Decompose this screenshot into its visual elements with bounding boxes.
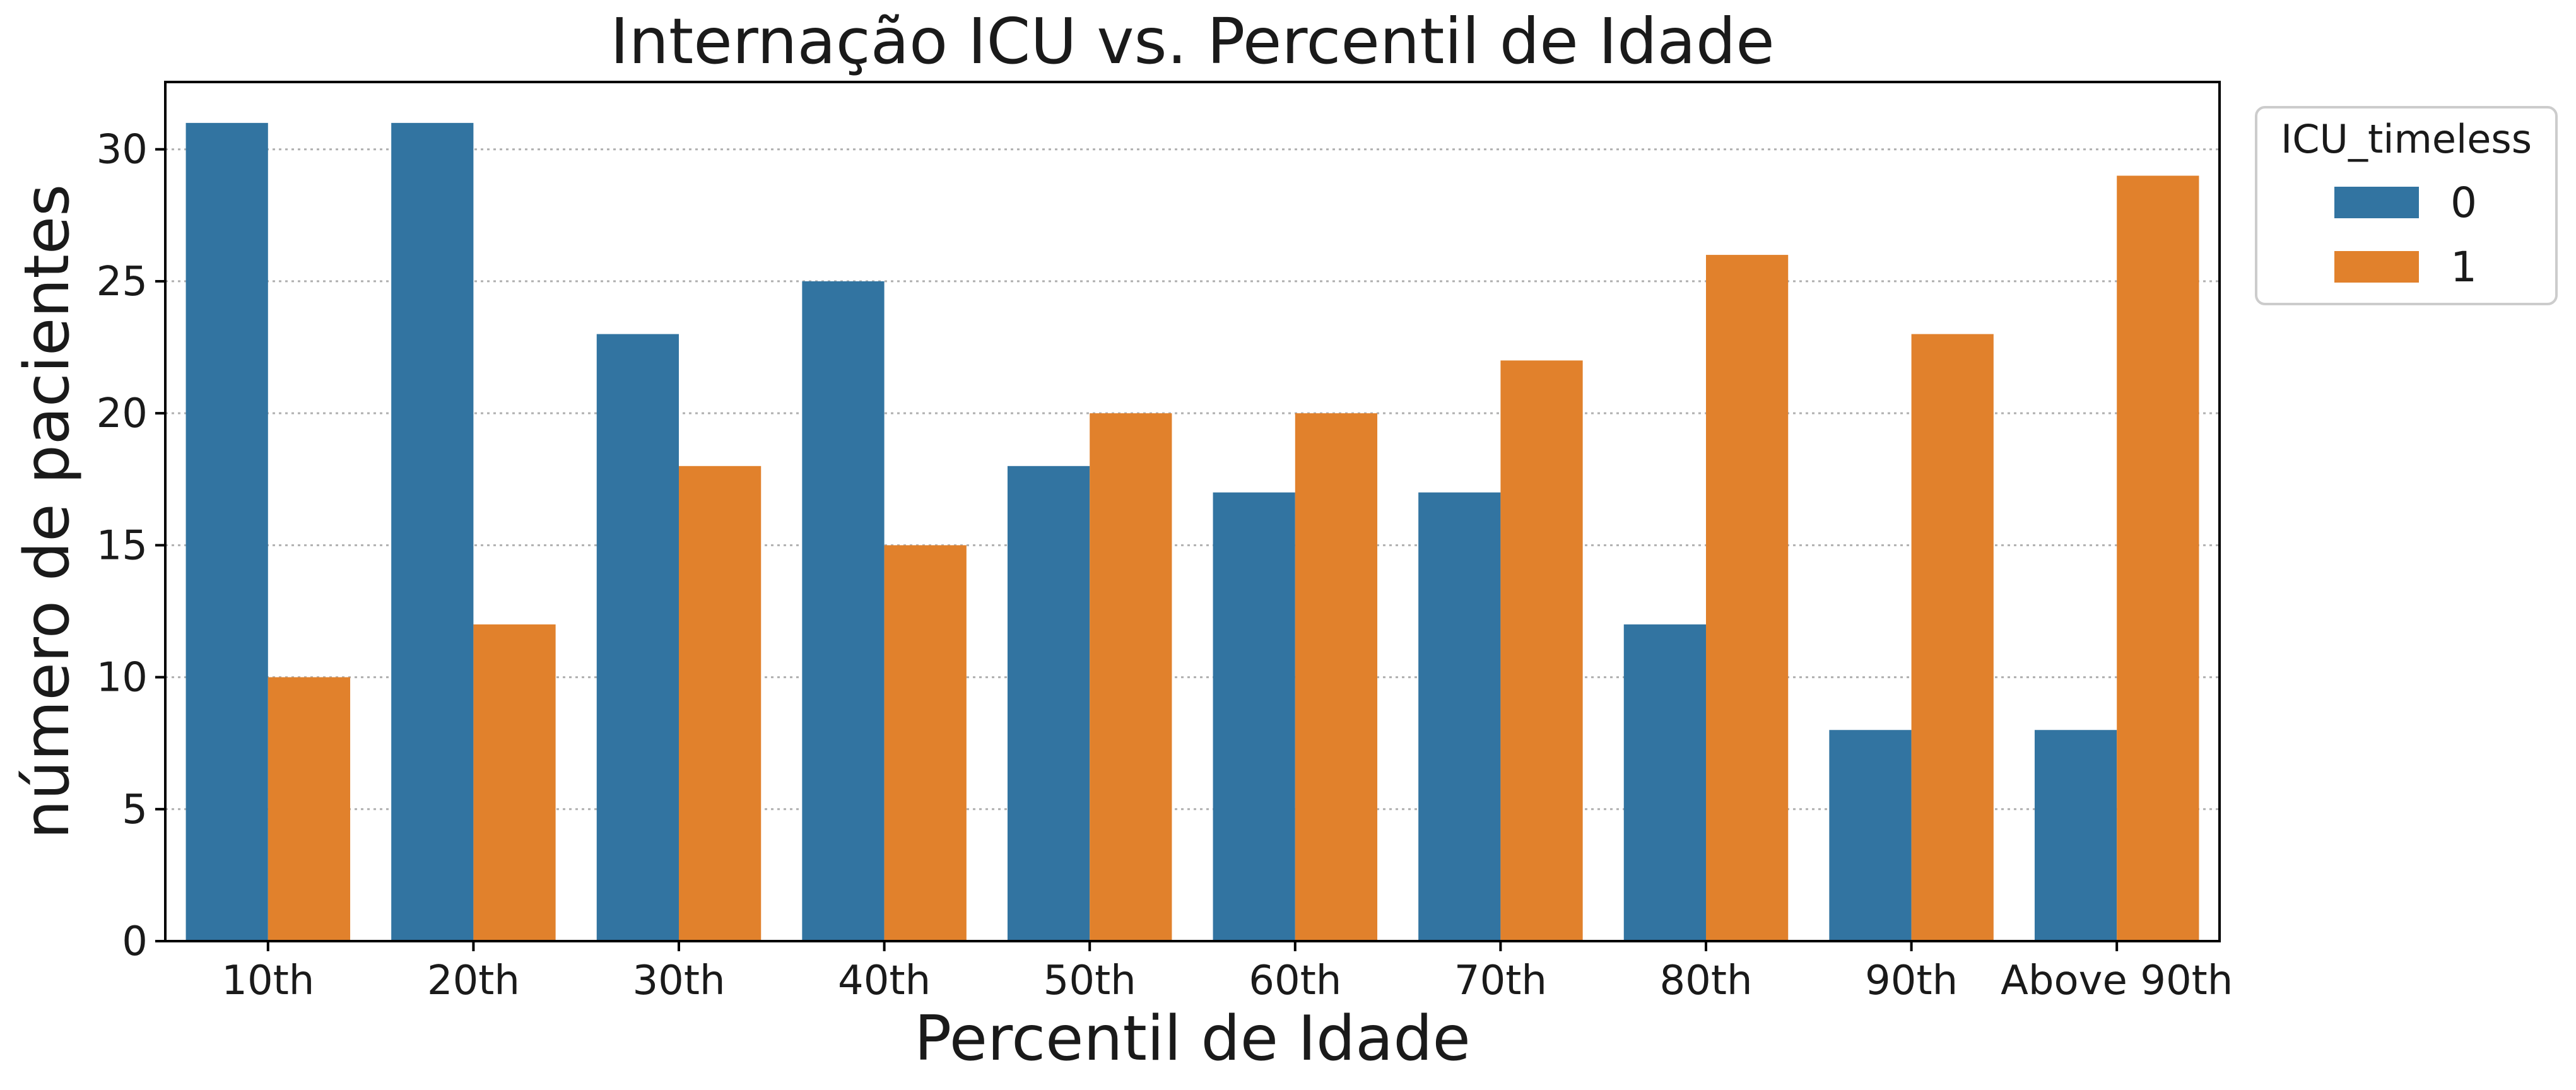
x-tick-label: 20th bbox=[427, 958, 520, 1004]
bars bbox=[185, 122, 2199, 942]
legend-swatch bbox=[2334, 251, 2419, 283]
bar bbox=[1500, 360, 1583, 941]
y-tick-label: 15 bbox=[97, 522, 148, 569]
y-tick-label: 5 bbox=[122, 787, 148, 833]
y-axis-label: número de pacientes bbox=[11, 184, 83, 839]
x-tick-label: 10th bbox=[221, 958, 314, 1004]
x-axis-label: Percentil de Idade bbox=[914, 1003, 1471, 1075]
x-tick-label: 90th bbox=[1865, 958, 1958, 1004]
bar bbox=[1090, 413, 1172, 941]
bar bbox=[1829, 730, 1912, 941]
bar bbox=[1295, 413, 1378, 941]
bar bbox=[2117, 175, 2199, 941]
bar bbox=[1418, 492, 1501, 941]
y-axis-ticks: 0 5 10 15 20 25 30 bbox=[97, 127, 165, 965]
bar bbox=[596, 334, 679, 941]
bar bbox=[1706, 255, 1789, 941]
bar bbox=[802, 281, 885, 942]
bar bbox=[1911, 334, 1994, 941]
bar bbox=[884, 545, 967, 941]
legend-title: ICU_timeless bbox=[2281, 116, 2532, 162]
x-tick-label: 60th bbox=[1249, 958, 1341, 1004]
bar bbox=[473, 624, 556, 941]
bar bbox=[1623, 624, 1706, 941]
bar bbox=[1007, 466, 1090, 941]
bar bbox=[679, 466, 762, 941]
chart-title: Internação ICU vs. Percentil de Idade bbox=[610, 4, 1775, 78]
x-tick-label: 80th bbox=[1659, 958, 1752, 1004]
y-tick-label: 25 bbox=[97, 259, 148, 305]
x-tick-label: Above 90th bbox=[2001, 958, 2233, 1004]
bar bbox=[1213, 492, 1295, 941]
legend: ICU_timeless 0 1 bbox=[2255, 106, 2558, 305]
y-tick-label: 30 bbox=[97, 127, 148, 173]
x-tick-label: 70th bbox=[1454, 958, 1547, 1004]
legend-entry-label: 0 bbox=[2450, 179, 2477, 227]
y-tick-label: 0 bbox=[122, 918, 148, 965]
x-tick-label: 40th bbox=[838, 958, 931, 1004]
legend-entry-label: 1 bbox=[2450, 243, 2477, 291]
y-tick-label: 10 bbox=[97, 655, 148, 701]
y-tick-label: 20 bbox=[97, 390, 148, 437]
bar bbox=[391, 122, 474, 941]
legend-swatch bbox=[2334, 187, 2419, 218]
x-axis-ticks: 10th 20th 30th 40th 50th 60th 70th 80th 90th Abov… bbox=[221, 941, 2233, 1004]
x-tick-label: 30th bbox=[632, 958, 725, 1004]
plot-frame bbox=[164, 81, 2221, 942]
bar bbox=[268, 677, 351, 941]
x-tick-label: 50th bbox=[1044, 958, 1136, 1004]
bar bbox=[2034, 730, 2117, 941]
bar bbox=[185, 122, 268, 941]
